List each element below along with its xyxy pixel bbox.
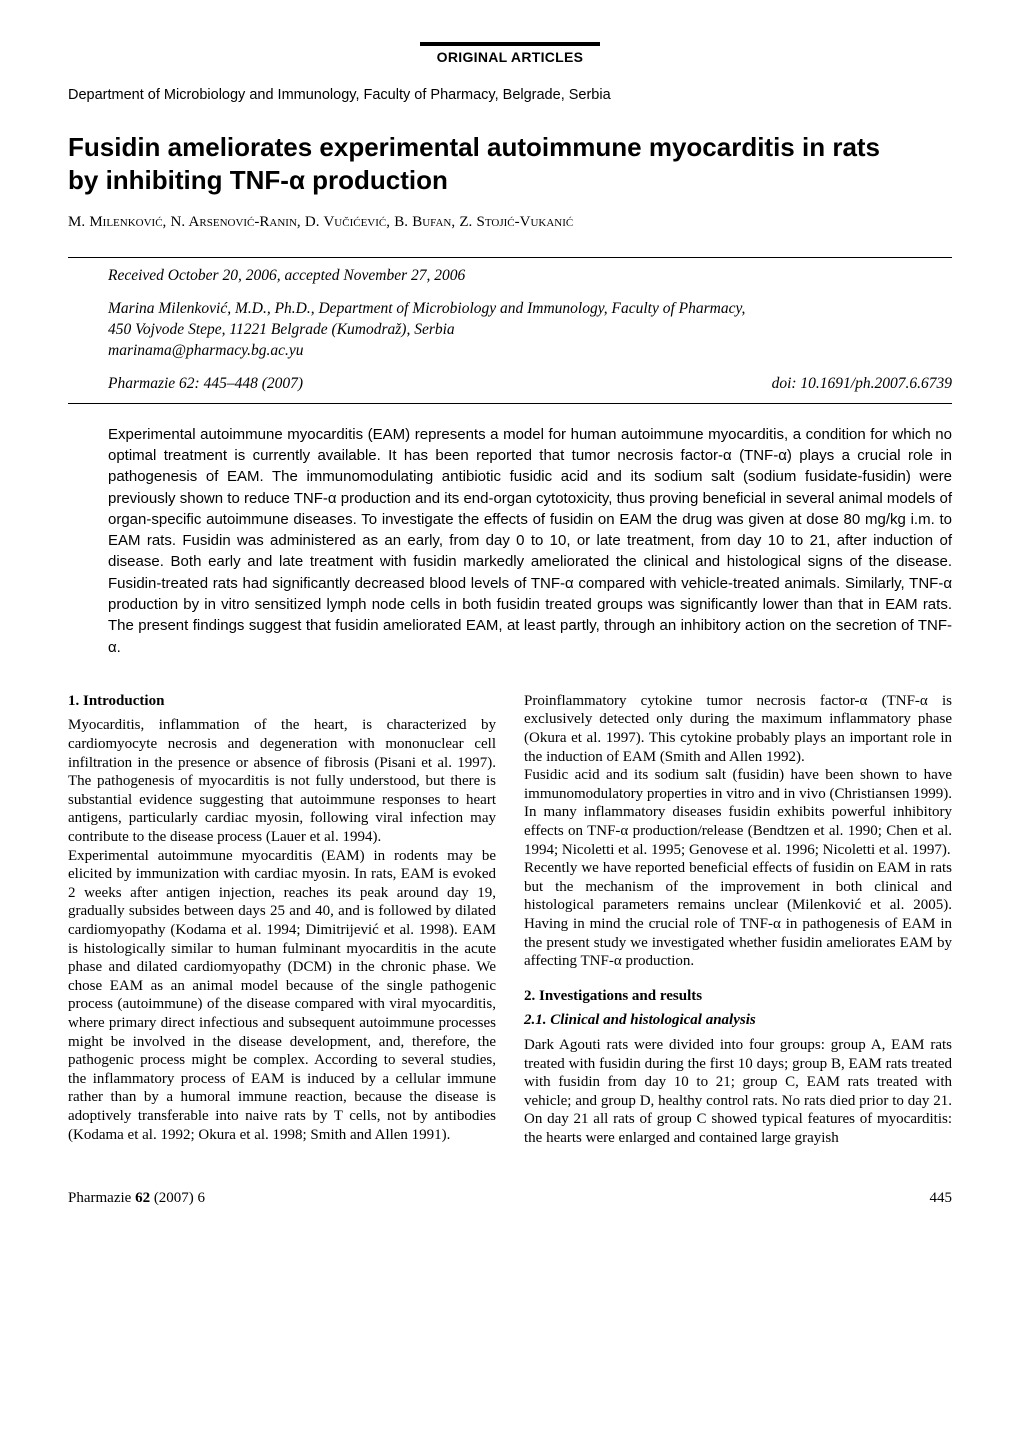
right-para-4: Dark Agouti rats were divided into four … bbox=[524, 1036, 952, 1148]
right-column: Proinflammatory cytokine tumor necrosis … bbox=[524, 692, 952, 1148]
department-affiliation: Department of Microbiology and Immunolog… bbox=[68, 87, 952, 103]
right-para-1: Proinflammatory cytokine tumor necrosis … bbox=[524, 692, 952, 766]
footer-journal: Pharmazie 62 (2007) 6 bbox=[68, 1190, 205, 1207]
right-para-3: Recently we have reported beneficial eff… bbox=[524, 859, 952, 971]
authors-text: M. Milenković, N. Arsenović-Ranin, D. Vu… bbox=[68, 214, 573, 230]
correspondence-email: marinama@pharmacy.bg.ac.yu bbox=[108, 342, 304, 359]
title-line-1: Fusidin ameliorates experimental autoimm… bbox=[68, 132, 880, 162]
intro-para-2: Experimental autoimmune myocarditis (EAM… bbox=[68, 847, 496, 1145]
correspondence-line-1: Marina Milenković, M.D., Ph.D., Departme… bbox=[108, 300, 745, 317]
heading-investigations: 2. Investigations and results bbox=[524, 987, 952, 1006]
intro-para-1: Myocarditis, inflammation of the heart, … bbox=[68, 716, 496, 846]
section-label: ORIGINAL ARTICLES bbox=[68, 42, 952, 65]
journal-doi-row: Pharmazie 62: 445–448 (2007) doi: 10.169… bbox=[108, 374, 952, 395]
correspondence-line-2: 450 Vojvode Stepe, 11221 Belgrade (Kumod… bbox=[108, 321, 455, 338]
heading-introduction: 1. Introduction bbox=[68, 692, 496, 711]
author-list: M. Milenković, N. Arsenović-Ranin, D. Vu… bbox=[68, 214, 952, 231]
left-column: 1. Introduction Myocarditis, inflammatio… bbox=[68, 692, 496, 1148]
journal-citation: Pharmazie 62: 445–448 (2007) bbox=[108, 374, 303, 395]
footer-page-number: 445 bbox=[930, 1190, 953, 1207]
correspondence: Marina Milenković, M.D., Ph.D., Departme… bbox=[108, 299, 952, 362]
body-columns: 1. Introduction Myocarditis, inflammatio… bbox=[68, 692, 952, 1148]
title-line-2: by inhibiting TNF-α production bbox=[68, 165, 448, 195]
heading-2-1: 2.1. Clinical and histological analysis bbox=[524, 1011, 952, 1030]
right-para-2: Fusidic acid and its sodium salt (fusidi… bbox=[524, 766, 952, 859]
article-title: Fusidin ameliorates experimental autoimm… bbox=[68, 131, 952, 196]
meta-block: Received October 20, 2006, accepted Nove… bbox=[68, 258, 952, 403]
abstract: Experimental autoimmune myocarditis (EAM… bbox=[68, 404, 952, 658]
page-footer: Pharmazie 62 (2007) 6 445 bbox=[68, 1190, 952, 1207]
doi: doi: 10.1691/ph.2007.6.6739 bbox=[772, 374, 952, 395]
page: ORIGINAL ARTICLES Department of Microbio… bbox=[0, 0, 1020, 1257]
received-line: Received October 20, 2006, accepted Nove… bbox=[108, 266, 952, 287]
